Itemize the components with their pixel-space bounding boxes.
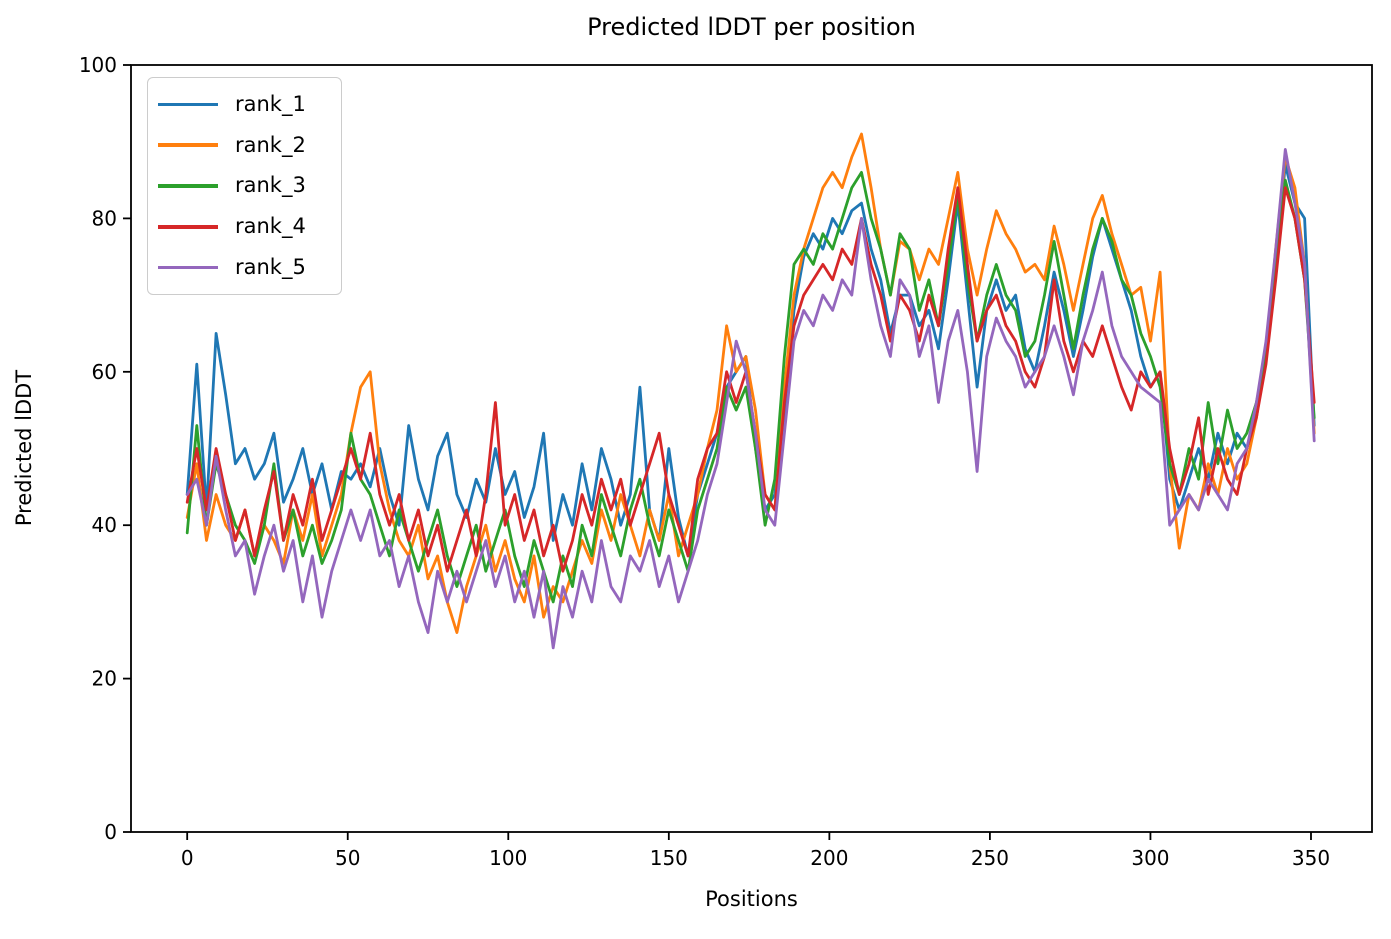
y-tick-label: 20 (92, 667, 117, 691)
x-tick-label: 350 (1292, 846, 1330, 870)
x-tick-label: 100 (489, 846, 527, 870)
x-tick-label: 250 (971, 846, 1009, 870)
legend-label-rank-1: rank_1 (235, 91, 306, 116)
axes-spines (130, 64, 1373, 833)
y-tick-label: 0 (104, 820, 117, 844)
y-tick-label: 60 (92, 360, 117, 384)
series-line-rank_1 (185, 163, 1316, 558)
x-tick-label: 300 (1131, 846, 1169, 870)
legend-item-rank-3: rank_3 (158, 175, 331, 196)
legend-item-rank-5: rank_5 (158, 257, 331, 278)
legend-line-swatch-rank-2 (158, 143, 218, 147)
legend-label-rank-4: rank_4 (235, 214, 306, 239)
legend-line-swatch-rank-5 (158, 265, 218, 270)
y-tick-label: 40 (92, 513, 117, 537)
legend-label-rank-3: rank_3 (235, 173, 306, 198)
legend-line-swatch-rank-4 (158, 224, 218, 229)
x-tick-label: 150 (650, 846, 688, 870)
series-line-rank_2 (185, 132, 1316, 634)
series-line-rank_3 (185, 170, 1316, 604)
x-tick-label: 50 (335, 846, 360, 870)
x-axis-label: Positions (705, 887, 798, 911)
legend-line-swatch-rank-1 (158, 102, 218, 107)
legend-label-rank-2: rank_2 (235, 132, 306, 157)
legend: rank_1 rank_2 rank_3 rank_4 rank_5 (147, 77, 342, 295)
legend-line-swatch-rank-3 (158, 184, 218, 188)
legend-item-rank-2: rank_2 (158, 132, 331, 157)
legend-label-rank-5: rank_5 (235, 255, 306, 280)
x-tick-label: 0 (181, 846, 194, 870)
y-tick-label: 100 (79, 53, 117, 77)
y-tick-label: 80 (92, 206, 117, 230)
legend-item-rank-4: rank_4 (158, 216, 331, 237)
x-tick-label: 200 (810, 846, 848, 870)
y-axis-label: Predicted lDDT (12, 369, 36, 527)
series-line-rank_5 (185, 147, 1316, 650)
legend-item-rank-1: rank_1 (158, 91, 331, 116)
chart-title: Predicted lDDT per position (587, 13, 916, 41)
